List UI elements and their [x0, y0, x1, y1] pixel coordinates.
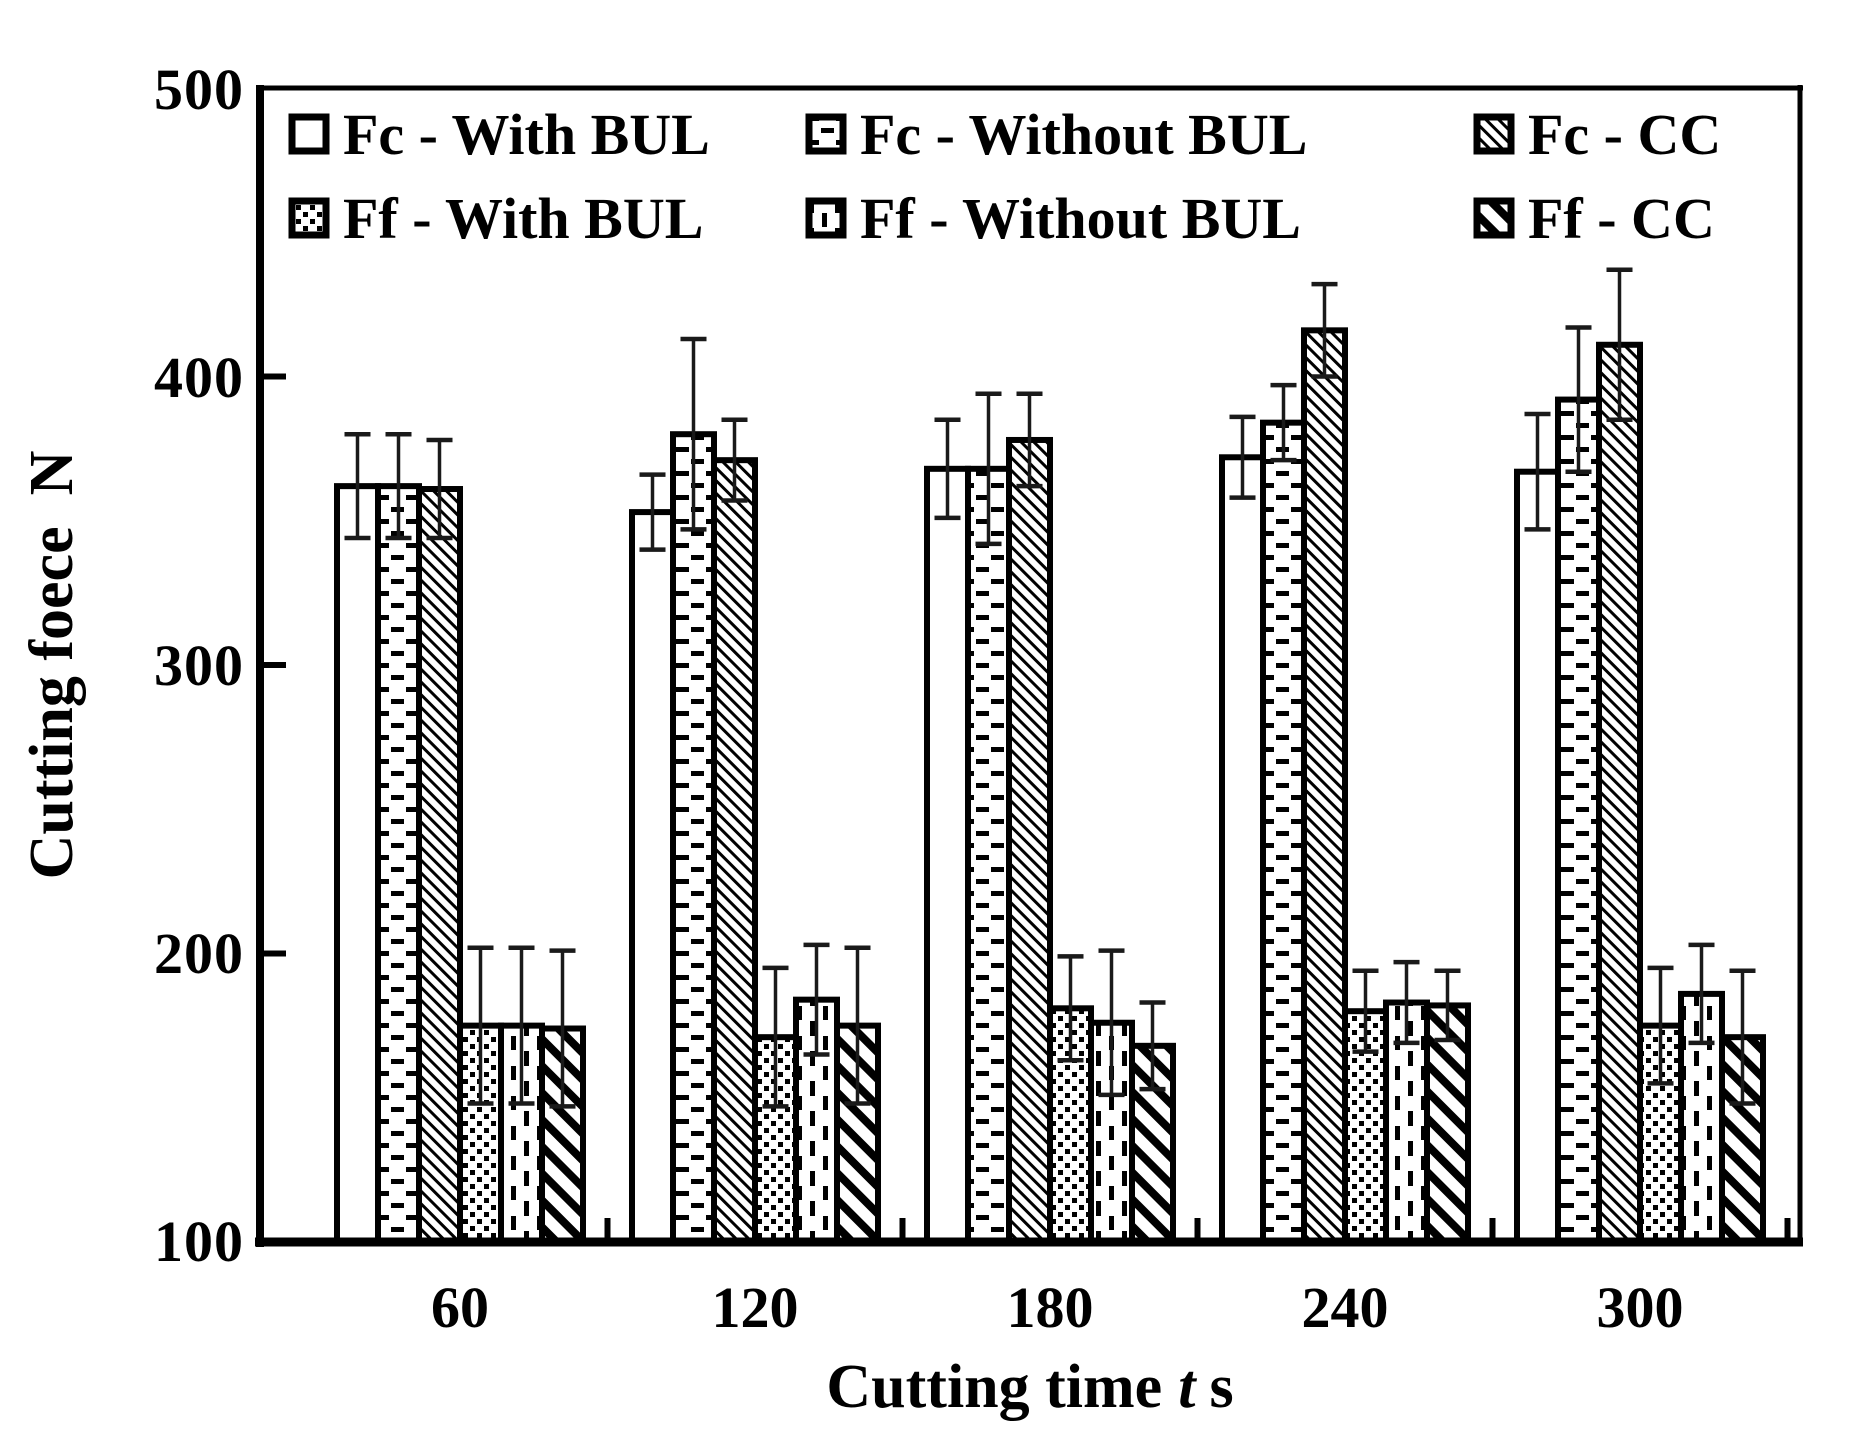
bar-fc-cc-180 — [1006, 436, 1053, 1246]
legend-item-fc-cc: Fc - CC — [1473, 92, 1721, 176]
x-tick-label: 240 — [1301, 1275, 1389, 1340]
legend-swatch-wide-diagonal-icon — [1473, 197, 1515, 239]
bar-fc-with-bul-300 — [1514, 468, 1561, 1245]
bar-fc-cc-120 — [711, 457, 758, 1246]
legend-label: Ff - Without BUL — [860, 185, 1301, 251]
legend-item-fc-with-bul: Fc - With BUL — [288, 92, 805, 176]
legend-label: Fc - CC — [1528, 101, 1722, 167]
legend-label: Ff - With BUL — [343, 185, 704, 251]
y-tick-label: 400 — [154, 345, 244, 410]
bar-fc-cc-300 — [1596, 341, 1643, 1245]
legend-label: Fc - Without BUL — [860, 101, 1308, 167]
legend-item-ff-cc: Ff - CC — [1473, 176, 1721, 260]
bar-fc-without-bul-60 — [375, 483, 422, 1245]
x-tick-label: 300 — [1596, 1275, 1684, 1340]
legend-swatch-plain-icon — [288, 113, 330, 155]
bar-fc-without-bul-180 — [965, 465, 1012, 1245]
plot-area — [255, 85, 1803, 1247]
legend-item-fc-without-bul: Fc - Without BUL — [805, 92, 1473, 176]
y-axis-title: Cutting foece N — [18, 450, 86, 880]
y-tick-label: 200 — [154, 921, 244, 986]
x-tick-label: 120 — [711, 1275, 799, 1340]
legend-swatch-dense-dots-icon — [288, 197, 330, 239]
x-tick-label: 60 — [431, 1275, 489, 1340]
y-tick-label: 300 — [154, 633, 244, 698]
bar-fc-without-bul-240 — [1260, 419, 1307, 1246]
bar-fc-without-bul-120 — [670, 431, 717, 1245]
legend-swatch-fine-diagonal-icon — [1473, 113, 1515, 155]
y-tick-label: 500 — [154, 57, 244, 122]
legend-swatch-vertical-dashes-icon — [805, 197, 847, 239]
bar-fc-with-bul-60 — [334, 483, 381, 1245]
legend: Fc - With BUL Fc - Without BUL Fc - CC F… — [288, 92, 1721, 260]
x-axis-title-unit: s — [1209, 1353, 1234, 1421]
legend-swatch-dash-rows-icon — [805, 113, 847, 155]
legend-item-ff-with-bul: Ff - With BUL — [288, 176, 805, 260]
x-axis-title-text: Cutting time — [826, 1353, 1163, 1421]
x-tick-label: 180 — [1006, 1275, 1094, 1340]
bar-fc-cc-60 — [416, 486, 463, 1245]
bar-fc-with-bul-120 — [629, 509, 676, 1245]
bar-fc-cc-240 — [1301, 327, 1348, 1245]
bar-fc-with-bul-240 — [1219, 454, 1266, 1245]
legend-label: Fc - With BUL — [343, 101, 710, 167]
y-tick-label: 100 — [154, 1209, 244, 1274]
bar-fc-without-bul-300 — [1555, 396, 1602, 1245]
legend-label: Ff - CC — [1528, 185, 1715, 251]
bar-ff-cc-240 — [1424, 1002, 1471, 1245]
bar-fc-with-bul-180 — [924, 465, 971, 1245]
x-axis-title: Cutting time t s — [260, 1352, 1800, 1432]
x-axis-title-italic-symbol: t — [1178, 1353, 1196, 1421]
legend-item-ff-without-bul: Ff - Without BUL — [805, 176, 1473, 260]
